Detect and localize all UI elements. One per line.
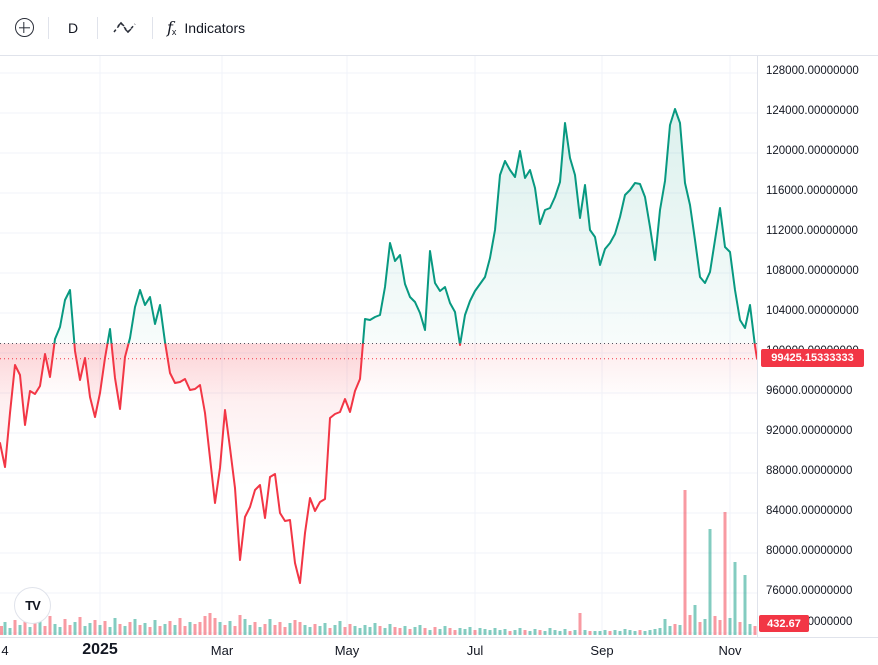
price-axis-label: 84000.00000000 <box>766 505 853 517</box>
price-chart[interactable] <box>0 56 757 637</box>
price-axis-label: 92000.00000000 <box>766 425 853 437</box>
chart-pane[interactable]: TV <box>0 56 757 637</box>
price-axis-label: 96000.00000000 <box>766 385 853 397</box>
price-axis-label: 88000.00000000 <box>766 465 853 477</box>
time-axis-label: Nov <box>718 643 742 658</box>
time-axis-label: Mar <box>210 643 234 658</box>
price-axis-label: 124000.00000000 <box>766 105 859 117</box>
time-axis-label: Jul <box>466 643 484 658</box>
price-axis[interactable]: 128000.00000000 124000.00000000 120000.000… <box>757 56 878 637</box>
price-axis-label: 112000.00000000 <box>766 225 858 237</box>
chart-style-button[interactable] <box>106 9 144 47</box>
current-price-badge: 99425.15333333 <box>761 349 864 367</box>
toolbar-divider <box>48 16 49 39</box>
time-axis-label: May <box>334 643 360 658</box>
toolbar-divider <box>152 16 153 39</box>
timeframe-label: D <box>67 19 79 36</box>
price-axis-label: 80000.00000000 <box>766 545 853 557</box>
time-axis-label: 2025 <box>82 641 118 658</box>
time-axis-label: 4 <box>1 643 9 658</box>
add-symbol-button[interactable] <box>8 9 40 47</box>
price-axis-label: 104000.00000000 <box>766 305 859 317</box>
current-volume-badge: 432.67 <box>759 615 809 632</box>
timeframe-button[interactable]: D <box>57 9 89 47</box>
price-axis-label: 108000.00000000 <box>766 265 859 277</box>
price-axis-label: 116000.00000000 <box>766 185 858 197</box>
price-axis-label: 76000.00000000 <box>766 585 853 597</box>
time-axis-label: Sep <box>590 643 614 658</box>
baseline-style-icon <box>113 21 136 33</box>
price-axis-label: 128000.00000000 <box>766 65 859 77</box>
indicators-label: Indicators <box>184 19 246 36</box>
price-axis-label: 120000.00000000 <box>766 145 859 157</box>
toolbar-divider <box>97 16 98 39</box>
tradingview-logo-glyph: TV <box>25 598 41 613</box>
plus-circle-icon <box>14 18 34 37</box>
tradingview-logo[interactable]: TV <box>14 587 51 624</box>
time-axis[interactable]: 4 2025 Mar May Jul Sep Nov <box>0 637 878 665</box>
